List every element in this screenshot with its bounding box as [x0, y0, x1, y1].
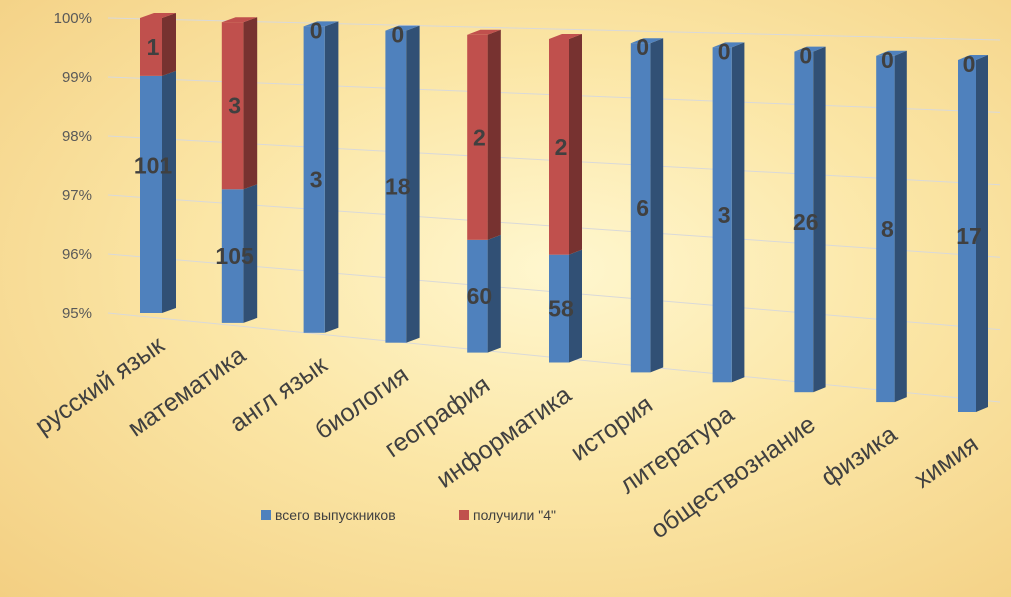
y-tick-label: 95%: [62, 305, 92, 322]
data-label-total: 105: [215, 243, 254, 269]
data-label-grade4: 2: [555, 134, 568, 160]
bar-total: [794, 46, 826, 393]
bar-total: [140, 70, 176, 313]
bar-grade4: [221, 17, 258, 190]
bar-total: [958, 55, 988, 412]
bar-top: [303, 21, 339, 27]
x-tick-label: физика: [816, 420, 902, 492]
bar-top: [140, 13, 176, 18]
legend-label-total: всего выпускников: [275, 507, 396, 523]
bar-top: [467, 29, 501, 35]
data-label-grade4: 0: [391, 22, 404, 48]
data-label-total: 26: [793, 209, 819, 235]
data-label-grade4: 1: [147, 34, 160, 60]
x-tick-label: химия: [909, 430, 983, 494]
x-tick-label: обществознание: [646, 410, 821, 544]
y-tick-label: 97%: [62, 187, 92, 204]
bar-total: [221, 184, 258, 323]
y-tick-label: 98%: [62, 128, 92, 145]
data-label-total: 3: [310, 167, 323, 193]
data-label-grade4: 0: [636, 34, 649, 60]
data-label-total: 60: [467, 283, 493, 309]
legend-swatch-grade4: [459, 510, 469, 520]
data-label-total: 3: [718, 202, 731, 228]
legend: всего выпускников получили "4": [261, 507, 556, 523]
y-tick-label: 100%: [54, 10, 92, 27]
bar-top: [385, 25, 420, 31]
bar-total: [467, 234, 501, 353]
bar-grade4: [549, 34, 582, 255]
data-label-grade4: 0: [881, 47, 894, 73]
bar-top: [958, 55, 988, 60]
data-label-grade4: 0: [799, 43, 812, 69]
y-tick-label: 99%: [62, 69, 92, 86]
legend-label-grade4: получили "4": [473, 507, 556, 523]
y-tick-label: 96%: [62, 246, 92, 263]
bar-total: [712, 42, 745, 383]
bar-grade4: [467, 29, 501, 240]
bar-grade4: [140, 13, 176, 76]
y-axis: 95% 96% 97% 98% 99% 100%: [54, 10, 92, 322]
bar-total: [876, 50, 907, 403]
bar-top: [876, 50, 907, 56]
data-label-total: 17: [956, 223, 982, 249]
bar-top: [549, 34, 582, 39]
data-label-total: 18: [385, 174, 411, 200]
bar-top: [712, 42, 745, 48]
data-label-grade4: 0: [310, 17, 323, 43]
data-label-grade4: 3: [228, 93, 241, 119]
bar-total: [385, 25, 420, 343]
data-label-total: 101: [134, 153, 173, 179]
bar-total: [303, 21, 339, 333]
data-label-grade4: 0: [963, 51, 976, 77]
bar-top: [794, 46, 826, 52]
data-label-total: 58: [548, 296, 574, 322]
data-label-grade4: 2: [473, 124, 486, 150]
data-label-total: 6: [636, 195, 649, 221]
bar-total: [549, 249, 582, 363]
bar-total: [630, 38, 664, 373]
legend-swatch-total: [261, 510, 271, 520]
data-label-grade4: 0: [718, 38, 731, 64]
bar-top: [630, 38, 664, 44]
bar-top: [221, 17, 258, 23]
data-label-total: 8: [881, 216, 894, 242]
